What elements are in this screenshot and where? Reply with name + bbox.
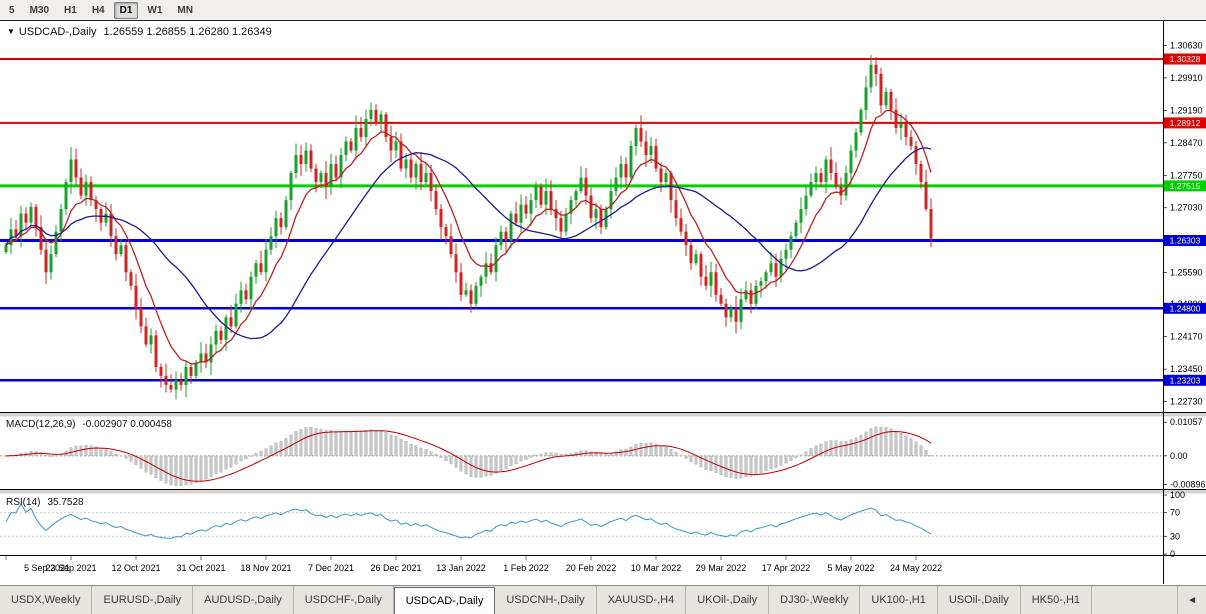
chart-tab-usoil-daily[interactable]: USOil-,Daily [938,586,1021,614]
svg-text:29 Mar 2022: 29 Mar 2022 [696,563,747,573]
svg-text:1.28912: 1.28912 [1170,118,1201,128]
chart-symbol-label: USDCAD-,Daily [18,26,97,38]
price-chart-canvas[interactable]: 1.30630 1.29910 1.29190 1.28470 1.27750 1.270… [0,21,1206,585]
macd-histogram [4,426,933,487]
svg-text:1.28470: 1.28470 [1170,138,1203,148]
svg-text:0.00: 0.00 [1170,451,1188,461]
rsi-value: 35.7528 [47,497,84,508]
svg-text:26 Dec 2021: 26 Dec 2021 [370,563,421,573]
moving-average-sma26 [5,147,932,340]
svg-text:1.22730: 1.22730 [1170,397,1203,407]
timeframe-button-h4[interactable]: H4 [91,4,105,16]
svg-text:5 May 2022: 5 May 2022 [827,563,874,573]
candles-layer [4,55,933,400]
chart-tab-dj30-weekly[interactable]: DJ30-,Weekly [769,586,861,614]
timeframe-toolbar: 5 M30 H1 H4 D1 W1 MN [0,0,1206,21]
timeframe-button-w1[interactable]: W1 [147,4,163,16]
svg-text:12 Oct 2021: 12 Oct 2021 [111,563,160,573]
svg-text:20 Feb 2022: 20 Feb 2022 [566,563,617,573]
svg-text:1.27515: 1.27515 [1170,181,1201,191]
svg-text:1.23203: 1.23203 [1170,375,1201,385]
svg-text:1 Feb 2022: 1 Feb 2022 [503,563,549,573]
macd-header: MACD(12,26,9) -0.002907 0.000458 [6,419,172,430]
chart-tab-usdx-weekly[interactable]: USDX,Weekly [0,586,93,614]
svg-text:1.30328: 1.30328 [1170,54,1201,64]
svg-text:1.29910: 1.29910 [1170,73,1203,83]
svg-text:7 Dec 2021: 7 Dec 2021 [308,563,354,573]
chart-tab-hk50-h1[interactable]: HK50-,H1 [1021,586,1093,614]
svg-text:5 Sep 2021: 5 Sep 2021 [24,563,70,573]
macd-values: -0.002907 0.000458 [82,419,172,430]
price-badges: 1.30328 1.28912 1.27515 1.26303 1.24800 1.232… [1164,53,1206,386]
chart-tab-usdcad-daily[interactable]: USDCAD-,Daily [393,587,496,614]
tabs-scroll-left-icon[interactable]: ◄ [1177,586,1206,614]
chart-title-bar: ▼ USDCAD-,Daily 1.26559 1.26855 1.26280 1.… [7,26,272,38]
chart-tab-usdchf-daily[interactable]: USDCHF-,Daily [294,586,394,614]
chart-tab-xauusd-h4[interactable]: XAUUSD-,H4 [597,586,687,614]
svg-text:0.01057: 0.01057 [1170,417,1203,427]
chart-tab-ukoil-daily[interactable]: UKOil-,Daily [686,586,770,614]
collapse-icon[interactable]: ▼ [7,27,15,36]
svg-text:-0.00896: -0.00896 [1170,479,1206,489]
chart-tab-eurusd-daily[interactable]: EURUSD-,Daily [92,586,194,614]
svg-text:31 Oct 2021: 31 Oct 2021 [176,563,225,573]
timeframe-button-mn[interactable]: MN [177,4,193,16]
chart-tabs-bar: USDX,Weekly EURUSD-,Daily AUDUSD-,Daily USD… [0,585,1206,614]
svg-text:10 Mar 2022: 10 Mar 2022 [631,563,682,573]
svg-text:30: 30 [1170,531,1180,541]
chart-tab-audusd-daily[interactable]: AUDUSD-,Daily [193,586,294,614]
svg-text:18 Nov 2021: 18 Nov 2021 [240,563,291,573]
svg-text:24 May 2022: 24 May 2022 [890,563,942,573]
svg-text:1.23450: 1.23450 [1170,364,1203,374]
svg-text:1.24800: 1.24800 [1170,303,1201,313]
svg-text:1.30630: 1.30630 [1170,40,1203,50]
svg-text:70: 70 [1170,508,1180,518]
moving-average-ema9 [5,109,932,365]
timeframe-button-m30[interactable]: M30 [29,4,50,16]
svg-text:1.24170: 1.24170 [1170,332,1203,342]
chart-tab-usdcnh-daily[interactable]: USDCNH-,Daily [495,586,597,614]
svg-text:0: 0 [1170,549,1175,559]
macd-signal-line [5,430,932,482]
rsi-line [5,502,932,539]
timeframe-button-5[interactable]: 5 [9,4,15,16]
chart-ohlc-values: 1.26559 1.26855 1.26280 1.26349 [103,26,272,38]
rsi-label: RSI(14) [6,497,41,508]
timeframe-button-h1[interactable]: H1 [64,4,77,16]
svg-text:1.25590: 1.25590 [1170,268,1203,278]
svg-text:17 Apr 2022: 17 Apr 2022 [762,563,811,573]
chart-tab-uk100-h1[interactable]: UK100-,H1 [860,586,938,614]
svg-text:100: 100 [1170,490,1185,500]
timeframe-button-d1[interactable]: D1 [113,1,139,19]
svg-text:1.27750: 1.27750 [1170,170,1203,180]
svg-text:1.29190: 1.29190 [1170,105,1203,115]
rsi-header: RSI(14) 35.7528 [6,497,84,508]
svg-text:23 Sep 2021: 23 Sep 2021 [45,563,96,573]
svg-text:1.27030: 1.27030 [1170,203,1203,213]
macd-label: MACD(12,26,9) [6,419,76,430]
svg-text:1.26303: 1.26303 [1170,236,1201,246]
svg-text:13 Jan 2022: 13 Jan 2022 [436,563,486,573]
